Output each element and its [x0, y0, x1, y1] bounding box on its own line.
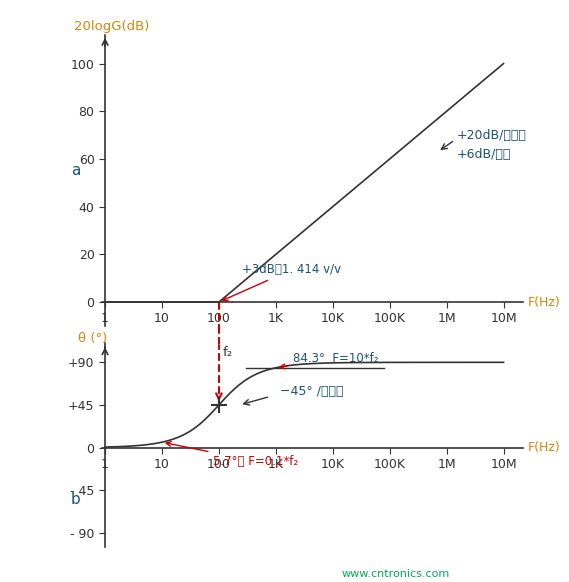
Text: +3dB＝1. 414 v/v: +3dB＝1. 414 v/v [223, 264, 341, 300]
Text: +20dB/十倍频: +20dB/十倍频 [457, 129, 526, 141]
Text: 84.3°  F=10*f₂: 84.3° F=10*f₂ [280, 352, 378, 369]
Text: −45° /十倍频: −45° /十倍频 [281, 385, 344, 399]
Text: 5.7°， F=0.1*f₂: 5.7°， F=0.1*f₂ [166, 442, 299, 468]
Text: f₂: f₂ [222, 346, 232, 359]
Text: F(Hz): F(Hz) [527, 296, 560, 308]
Text: θ (°): θ (°) [78, 332, 107, 345]
Text: +6dB/倍频: +6dB/倍频 [457, 148, 511, 161]
Text: www.cntronics.com: www.cntronics.com [341, 569, 450, 579]
Text: b: b [71, 492, 80, 507]
Text: a: a [71, 164, 80, 178]
Text: 20logG(dB): 20logG(dB) [74, 20, 149, 33]
Text: F(Hz): F(Hz) [527, 441, 560, 454]
